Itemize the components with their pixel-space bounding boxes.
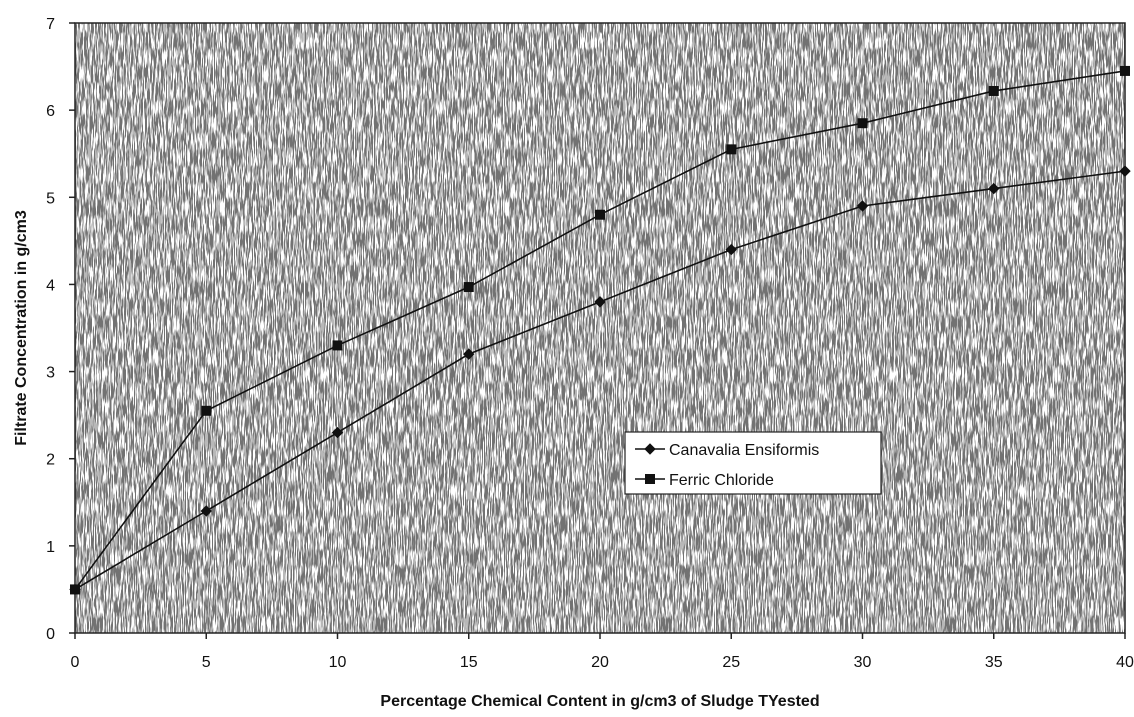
x-tick-label: 20	[591, 654, 609, 671]
data-point	[332, 340, 343, 351]
legend-box	[624, 431, 882, 495]
data-point	[200, 505, 212, 517]
x-tick-label: 0	[71, 654, 80, 671]
y-tick-label: 1	[46, 539, 55, 556]
data-point	[463, 282, 474, 293]
y-tick-label: 0	[46, 626, 55, 643]
data-point	[988, 85, 999, 96]
plot-background-texture	[75, 23, 1125, 633]
y-tick-label: 4	[46, 277, 55, 294]
data-point	[725, 243, 737, 256]
legend: Canavalia Ensiformis Ferric Chloride	[624, 431, 882, 495]
x-axis-title: Percentage Chemical Content in g/cm3 of …	[380, 693, 819, 710]
legend-label: Canavalia Ensiformis	[669, 442, 819, 459]
data-point	[1119, 165, 1131, 177]
x-tick-label: 25	[722, 654, 740, 671]
x-tick-label: 40	[1116, 654, 1134, 671]
x-tick-label: 30	[854, 654, 872, 671]
series-canavalia-ensiformis	[69, 165, 1131, 596]
data-point	[201, 405, 212, 416]
data-point	[594, 296, 606, 308]
x-tick-label: 35	[985, 654, 1003, 671]
data-point	[856, 200, 869, 212]
data-point	[331, 426, 344, 439]
y-tick-label: 2	[46, 452, 55, 469]
data-point	[595, 209, 605, 220]
data-point	[857, 118, 868, 129]
data-point	[988, 182, 1000, 195]
y-tick-label: 3	[46, 365, 55, 382]
x-tick-label: 10	[329, 654, 347, 671]
series-ferric-chloride	[70, 65, 1130, 595]
x-tick-label: 5	[202, 654, 211, 671]
x-tick-label: 15	[460, 654, 478, 671]
legend-label: Ferric Chloride	[669, 472, 774, 489]
data-point	[70, 584, 80, 595]
y-axis-title: Filtrate Concentration in g/cm3	[13, 210, 30, 446]
data-point	[726, 144, 737, 155]
legend-marker	[645, 474, 655, 484]
y-tick-label: 6	[46, 103, 55, 120]
data-point	[1120, 65, 1130, 76]
legend-marker	[644, 443, 656, 455]
y-tick-label: 5	[46, 190, 55, 207]
data-point	[463, 348, 475, 360]
y-tick-label: 7	[46, 16, 55, 33]
